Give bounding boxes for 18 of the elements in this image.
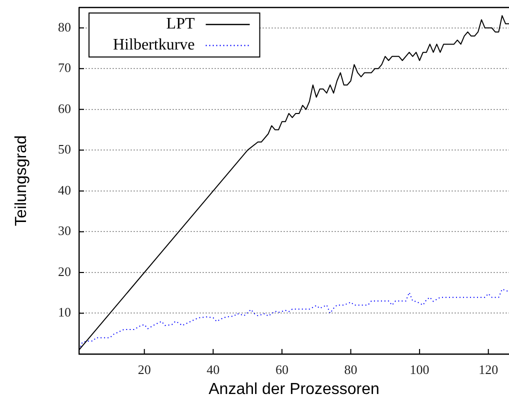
x-tick-label: 60	[275, 362, 288, 378]
y-tick-label: 30	[58, 223, 71, 238]
x-tick-label: 120	[478, 362, 498, 378]
legend-label: Hilbertkurve	[113, 36, 195, 54]
x-tick-label: 100	[410, 362, 430, 378]
y-tick-label: 20	[58, 264, 71, 279]
x-tick-label: 40	[206, 362, 220, 378]
y-axis-title: Teilungsgrad	[13, 135, 30, 226]
y-tick-label: 50	[58, 142, 71, 157]
y-tick-label: 70	[58, 60, 71, 76]
x-tick-label: 20	[138, 362, 151, 378]
x-axis-title: Anzahl der Prozessoren	[208, 380, 380, 398]
y-tick-label: 80	[58, 19, 71, 34]
y-tick-label: 40	[58, 182, 71, 198]
x-tick-label: 80	[344, 362, 358, 378]
y-tick-label: 10	[58, 304, 71, 320]
legend-label: LPT	[166, 16, 195, 33]
y-tick-label: 60	[58, 100, 71, 116]
